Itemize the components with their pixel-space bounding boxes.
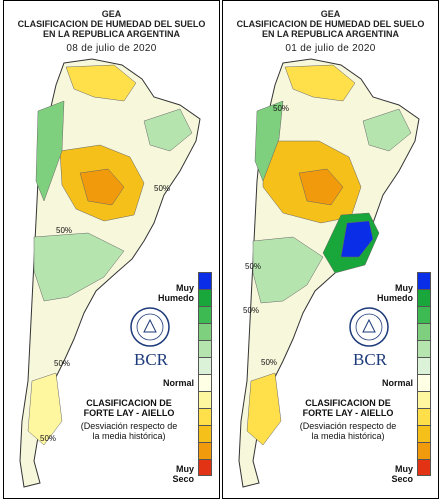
dry-core-central	[298, 168, 344, 206]
contour-label: 50%	[243, 306, 259, 315]
classification-title: CLASIFICACION DE FORTE LAY - AIELLO	[83, 398, 175, 418]
dry-zone-north	[65, 64, 137, 102]
legend-swatch	[198, 374, 212, 391]
contour-label: 50%	[40, 434, 56, 443]
contour-label: 50%	[261, 358, 277, 367]
dry-core-central	[79, 168, 125, 206]
legend-swatch	[198, 357, 212, 374]
legend-label-very-wet: Muy Humedo	[158, 283, 194, 303]
soil-moisture-map-panel-left: GEA CLASIFICACION DE HUMEDAD DEL SUELO E…	[3, 0, 220, 499]
wet-zone-northeast	[143, 108, 193, 152]
legend-swatch	[417, 323, 431, 340]
header-subtitle: EN LA REPUBLICA ARGENTINA	[43, 29, 180, 39]
legend-swatch	[417, 340, 431, 357]
header-agency: GEA	[101, 9, 122, 19]
wet-zone-northeast	[362, 108, 412, 152]
legend-swatch	[417, 374, 431, 391]
contour-label: 50%	[154, 184, 170, 193]
legend-label-normal: Normal	[162, 378, 194, 388]
legend-swatch	[198, 425, 212, 442]
classification-note: (Desviación respecto de la media históri…	[299, 421, 397, 441]
legend-swatch	[198, 306, 212, 323]
legend-swatch	[417, 289, 431, 306]
legend-swatch	[417, 442, 431, 459]
header-subtitle: EN LA REPUBLICA ARGENTINA	[262, 29, 399, 39]
map-date: 01 de julio de 2020	[285, 43, 376, 54]
very-wet-zone-east	[340, 220, 374, 258]
legend-swatch	[198, 323, 212, 340]
contour-label: 50%	[54, 359, 70, 368]
legend-color-scale	[417, 272, 431, 476]
bcr-wordmark: BCR	[352, 350, 388, 369]
bcr-seal-logo	[130, 307, 170, 347]
map-date: 08 de julio de 2020	[66, 43, 157, 54]
wet-zone-west	[254, 100, 284, 182]
classification-note: (Desviación respecto de la media históri…	[80, 421, 178, 441]
wet-zone-south	[33, 232, 125, 302]
legend-swatch	[417, 459, 431, 476]
contour-label: 50%	[245, 262, 261, 271]
legend-label-normal: Normal	[381, 378, 413, 388]
dry-zone-north	[284, 64, 356, 102]
header-title: CLASIFICACION DE HUMEDAD DEL SUELO	[236, 19, 425, 29]
legend-swatch	[198, 272, 212, 289]
argentina-map: 50% 50% 50% 50%	[238, 58, 420, 488]
wet-zone-west	[35, 100, 65, 202]
contour-label: 50%	[56, 226, 72, 235]
legend-label-very-dry: Muy Seco	[172, 464, 194, 484]
bcr-wordmark: BCR	[133, 350, 169, 369]
classification-title: CLASIFICACION DE FORTE LAY - AIELLO	[302, 398, 394, 418]
legend-swatch	[417, 408, 431, 425]
bcr-seal-logo	[349, 307, 389, 347]
legend-label-very-dry: Muy Seco	[391, 464, 413, 484]
legend-label-very-wet: Muy Humedo	[377, 283, 413, 303]
legend-swatch	[198, 408, 212, 425]
legend-swatch	[198, 391, 212, 408]
legend-swatch	[417, 425, 431, 442]
legend-swatch	[417, 272, 431, 289]
legend-swatch	[417, 391, 431, 408]
wet-zone-south	[252, 236, 324, 304]
legend-swatch	[198, 459, 212, 476]
dry-zone-south	[246, 372, 282, 446]
legend-swatch	[198, 340, 212, 357]
legend-swatch	[198, 289, 212, 306]
argentina-map: 50% 50% 50% 50%	[19, 58, 201, 488]
legend-color-scale	[198, 272, 212, 476]
legend-swatch	[417, 306, 431, 323]
header-title: CLASIFICACION DE HUMEDAD DEL SUELO	[17, 19, 206, 29]
dry-zone-south	[27, 372, 63, 446]
header-agency: GEA	[320, 9, 341, 19]
contour-label: 50%	[273, 104, 289, 113]
legend-swatch	[417, 357, 431, 374]
soil-moisture-map-panel-right: GEA CLASIFICACION DE HUMEDAD DEL SUELO E…	[222, 0, 439, 499]
legend-swatch	[198, 442, 212, 459]
